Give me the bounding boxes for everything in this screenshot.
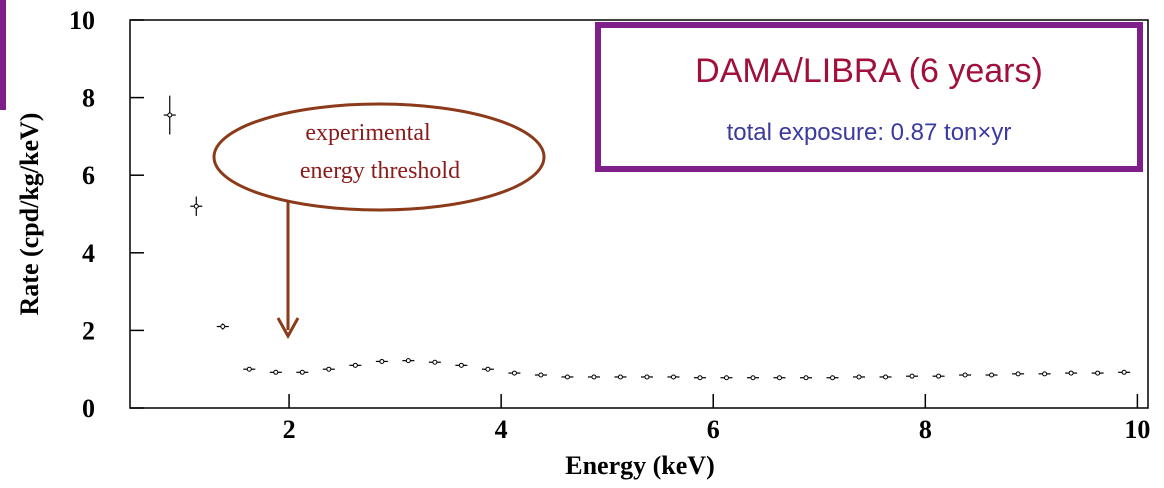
data-point xyxy=(458,362,464,368)
data-point xyxy=(1042,371,1048,377)
data-point xyxy=(883,374,889,380)
arrow-head xyxy=(276,317,300,340)
x-tick-label: 4 xyxy=(495,415,508,444)
y-tick-label: 8 xyxy=(82,84,95,113)
data-point xyxy=(405,358,411,364)
y-axis-label: Rate (cpd/kg/keV) xyxy=(15,113,44,316)
data-point xyxy=(830,375,836,381)
data-point xyxy=(379,358,385,364)
annotation-ellipse xyxy=(212,102,546,212)
y-tick-label: 6 xyxy=(82,161,95,190)
data-point xyxy=(246,366,252,372)
data-point xyxy=(220,324,226,330)
annotation-text: experimental xyxy=(305,120,431,146)
y-tick-label: 4 xyxy=(82,239,95,268)
x-tick-label: 6 xyxy=(707,415,720,444)
data-point xyxy=(167,112,173,118)
chart-subtitle: total exposure: 0.87 ton×yr xyxy=(727,119,1012,146)
data-point xyxy=(777,375,783,381)
data-point xyxy=(856,374,862,380)
data-point xyxy=(936,373,942,379)
data-point xyxy=(564,374,570,380)
data-point xyxy=(1015,371,1021,377)
legend-box xyxy=(595,22,1143,172)
data-point xyxy=(193,203,199,209)
data-point xyxy=(962,372,968,378)
data-point xyxy=(989,372,995,378)
x-tick-label: 2 xyxy=(283,415,296,444)
data-point xyxy=(591,374,597,380)
data-point xyxy=(1095,370,1101,376)
data-point xyxy=(326,366,332,372)
data-point xyxy=(538,372,544,378)
data-point xyxy=(273,369,279,375)
data-point xyxy=(723,375,729,381)
y-tick-label: 0 xyxy=(82,394,95,423)
data-point xyxy=(485,366,491,372)
data-point xyxy=(1068,370,1074,376)
data-point xyxy=(750,375,756,381)
data-point xyxy=(299,369,305,375)
data-point xyxy=(697,375,703,381)
data-point xyxy=(511,370,517,376)
plot-frame xyxy=(129,19,1149,409)
y-tick-label: 2 xyxy=(82,316,95,345)
chart-title: DAMA/LIBRA (6 years) xyxy=(695,52,1043,90)
data-point xyxy=(909,373,915,379)
data-point xyxy=(352,362,358,368)
data-point xyxy=(644,374,650,380)
side-bar xyxy=(0,0,6,110)
data-point xyxy=(1121,369,1127,375)
data-point xyxy=(617,374,623,380)
x-axis-label: Energy (keV) xyxy=(565,451,714,480)
annotation-text: energy threshold xyxy=(300,158,460,184)
data-point xyxy=(432,359,438,365)
data-point xyxy=(803,375,809,381)
data-point xyxy=(670,374,676,380)
x-tick-label: 8 xyxy=(919,415,932,444)
y-tick-label: 10 xyxy=(69,6,95,35)
x-tick-label: 10 xyxy=(1124,415,1150,444)
